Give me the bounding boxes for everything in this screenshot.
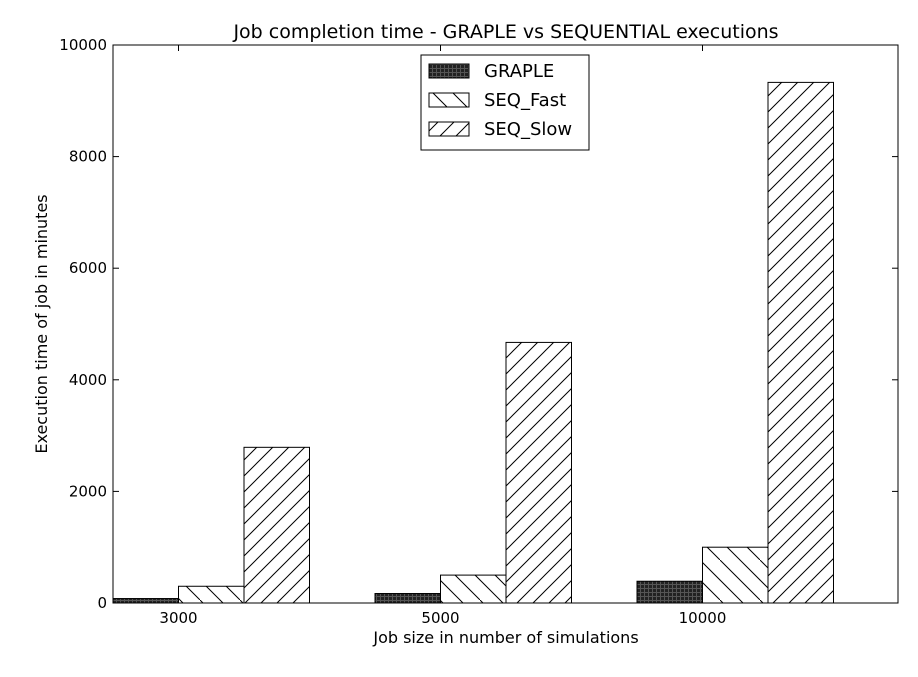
bar-seq-fast-3000 <box>178 585 245 604</box>
legend-swatch-graple <box>428 63 470 79</box>
bar-seq-slow-5000 <box>505 341 572 604</box>
y-tick-label: 0 <box>97 594 107 612</box>
axes-group: 0 2000 4000 6000 8000 10000 3000 5000 10000 <box>59 36 899 627</box>
bar-graple-10000 <box>636 580 703 604</box>
bar-seq-slow-10000 <box>767 81 834 604</box>
bar-graple-3000 <box>112 598 179 604</box>
plot-frame <box>112 44 899 604</box>
bars-group <box>112 81 834 604</box>
legend-label: GRAPLE <box>484 61 554 82</box>
bar-graple-5000 <box>374 593 441 604</box>
bar-seq-slow-3000 <box>243 446 310 604</box>
y-tick-label: 2000 <box>69 482 107 500</box>
legend-swatch-seq-slow <box>428 121 470 137</box>
legend-swatch-seq-fast <box>428 92 470 108</box>
x-tick-label: 3000 <box>159 609 197 627</box>
y-tick-label: 10000 <box>59 36 107 54</box>
y-axis-label: Execution time of job in minutes <box>32 194 51 453</box>
x-tick-label: 10000 <box>679 609 727 627</box>
x-tick-label: 5000 <box>421 609 459 627</box>
y-tick-label: 6000 <box>69 259 107 277</box>
bar-seq-fast-10000 <box>702 546 769 604</box>
legend: GRAPLE SEQ_Fast SEQ_Slow <box>420 54 590 151</box>
bar-seq-fast-5000 <box>440 574 507 604</box>
y-tick-label: 8000 <box>69 148 107 166</box>
legend-label: SEQ_Slow <box>484 119 572 140</box>
chart-title: Job completion time - GRAPLE vs SEQUENTI… <box>232 21 778 43</box>
x-axis-label: Job size in number of simulations <box>372 628 638 647</box>
legend-label: SEQ_Fast <box>484 90 566 111</box>
y-tick-label: 4000 <box>69 371 107 389</box>
